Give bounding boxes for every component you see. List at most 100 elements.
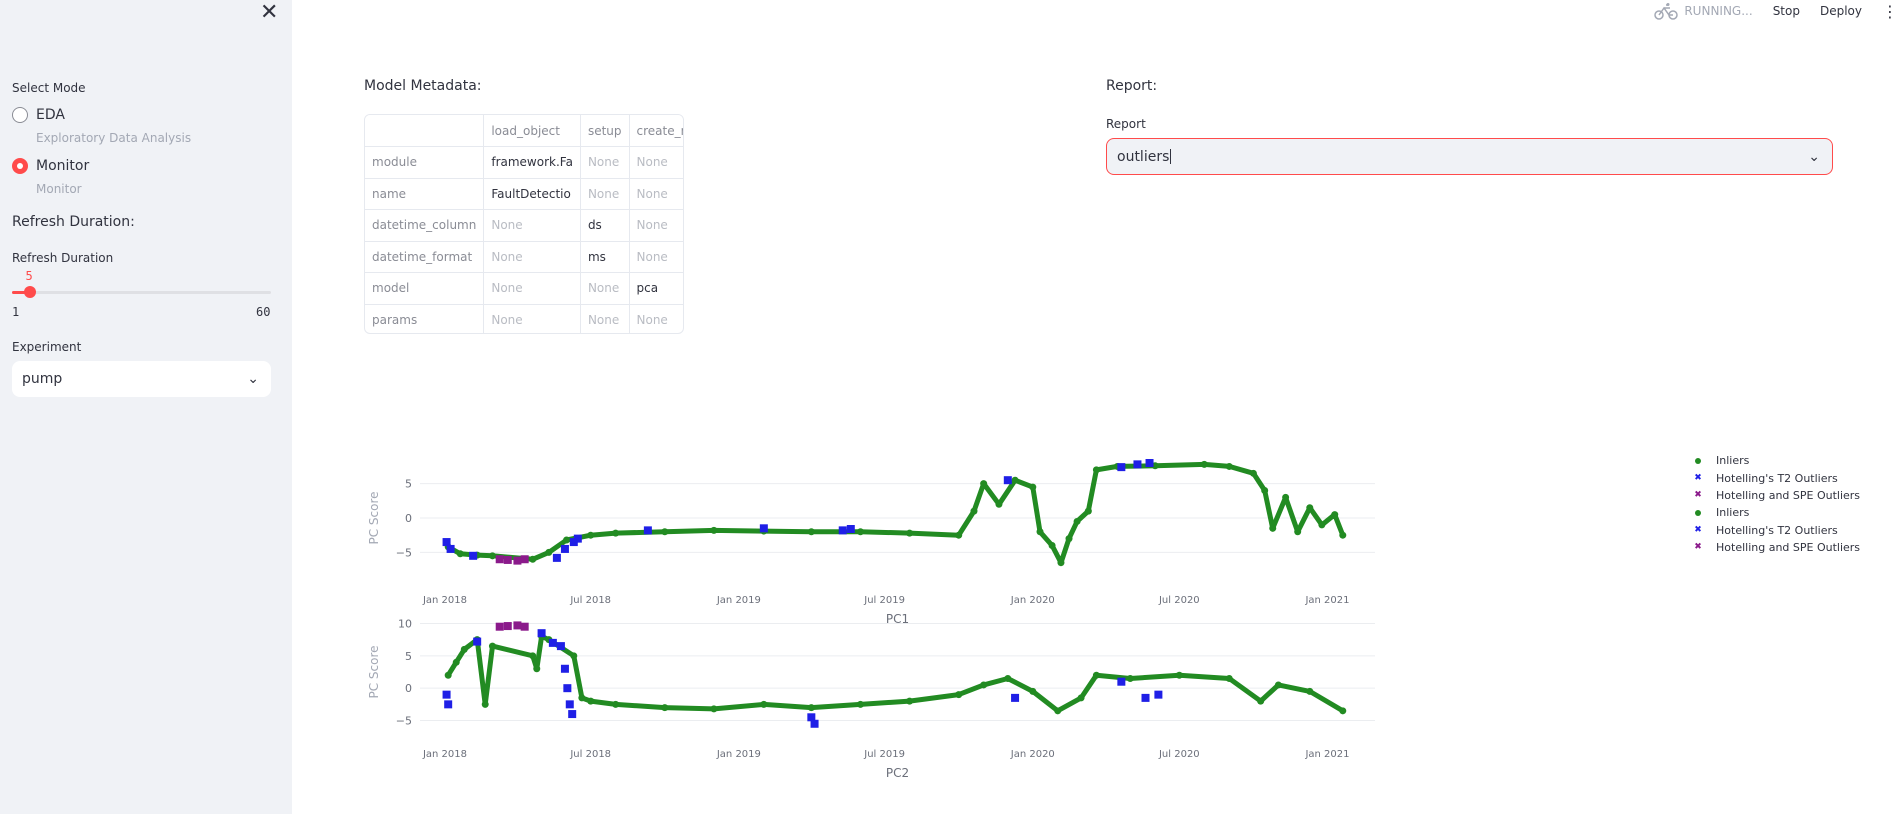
data-point [1249, 469, 1257, 477]
x-tick-label: Jul 2018 [569, 749, 611, 760]
data-point [1011, 693, 1020, 702]
data-point [807, 704, 815, 712]
data-point [573, 534, 582, 543]
data-point [710, 526, 718, 534]
legend-label: Inliers [1716, 506, 1750, 520]
metadata-row: module framework.Fa None None [365, 146, 683, 179]
refresh-slider-label: Refresh Duration [12, 251, 114, 265]
experiment-select[interactable]: pump ⌄ [12, 361, 271, 397]
y-tick-label: 5 [405, 478, 412, 491]
mode-option-monitor[interactable]: Monitor Monitor [12, 157, 89, 196]
legend-item[interactable]: Inliers [1686, 452, 1860, 469]
data-point [460, 645, 468, 653]
metadata-cell: None [483, 272, 581, 305]
metadata-title: Model Metadata: [364, 78, 482, 94]
metadata-row: name FaultDetectio None None [365, 178, 683, 210]
refresh-slider-max: 60 [256, 305, 271, 319]
metadata-cell: None [580, 178, 630, 210]
refresh-slider-track[interactable] [12, 291, 271, 294]
top-toolbar: RUNNING... Stop Deploy ⋮ [1654, 0, 1902, 22]
data-point [1274, 681, 1282, 689]
close-sidebar-icon[interactable]: ✕ [260, 0, 279, 25]
metadata-cell: None [483, 304, 581, 333]
x-tick-label: Jul 2020 [1158, 749, 1200, 760]
data-point [1054, 707, 1062, 715]
data-point [563, 684, 572, 693]
data-point [810, 719, 819, 728]
metadata-cell: ds [580, 209, 630, 242]
metadata-col-header[interactable]: setup [580, 115, 630, 147]
data-point [856, 528, 864, 536]
metadata-cell: framework.Fa [483, 146, 581, 179]
data-point [569, 538, 578, 547]
running-status-text: RUNNING... [1684, 4, 1753, 18]
data-point [1141, 693, 1150, 702]
data-point [906, 529, 914, 537]
refresh-slider-thumb[interactable] [23, 286, 36, 298]
metadata-row-header: name [365, 178, 485, 210]
mode-eda-caption: Exploratory Data Analysis [36, 131, 192, 145]
legend-label: Inliers [1716, 454, 1750, 468]
metadata-row-header: datetime_column [365, 209, 485, 242]
main-menu-icon[interactable]: ⋮ [1882, 1, 1898, 21]
data-point [552, 553, 561, 562]
legend-item[interactable]: ✖ Hotelling and SPE Outliers [1686, 487, 1860, 504]
legend-item[interactable]: ✖ Hotelling's T2 Outliers [1686, 522, 1860, 539]
legend-x-icon: ✖ [1694, 542, 1702, 553]
data-point [1306, 687, 1314, 695]
data-point [587, 697, 595, 705]
report-select[interactable]: outliers ⌄ [1106, 138, 1833, 175]
select-mode-label: Select Mode [12, 81, 86, 95]
radio-monitor[interactable] [12, 158, 28, 174]
data-point [442, 690, 451, 699]
y-tick-label: −5 [396, 715, 412, 728]
deploy-button[interactable]: Deploy [1819, 4, 1862, 18]
data-point [1175, 671, 1183, 679]
data-point [1029, 483, 1037, 491]
running-bicycle-icon [1654, 3, 1679, 20]
metadata-row: model None None pca [365, 272, 683, 305]
y-tick-label: 0 [405, 682, 412, 695]
data-point [807, 528, 815, 536]
data-point [442, 538, 451, 547]
data-point [1117, 463, 1126, 472]
y-tick-label: 0 [405, 512, 412, 525]
refresh-slider-value: 5 [25, 269, 33, 283]
pc-score-plot[interactable]: 5 0 −5 Jan 2018 Jul 2018 Jan 2019 Jul 2019 Jan … [360, 445, 1660, 785]
x-tick-label: Jul 2020 [1158, 595, 1200, 606]
metadata-cell: None [629, 209, 683, 242]
metadata-col-header[interactable]: create_model [629, 115, 683, 147]
x-tick-label: Jul 2018 [569, 595, 611, 606]
legend-item[interactable]: ✖ Hotelling's T2 Outliers [1686, 469, 1860, 486]
metadata-col-header[interactable] [365, 115, 485, 147]
data-point [1092, 671, 1100, 679]
y-tick-label: −5 [396, 546, 412, 559]
data-point [1145, 459, 1154, 467]
data-point [1077, 694, 1085, 702]
data-point [452, 658, 460, 666]
legend-dot-icon [1686, 509, 1710, 516]
legend-label: Hotelling and SPE Outliers [1716, 488, 1861, 502]
data-point [570, 652, 578, 660]
data-point [1269, 524, 1277, 532]
inliers-trace [445, 633, 1346, 714]
data-point [545, 548, 553, 556]
legend-item[interactable]: Inliers [1686, 504, 1860, 521]
legend-item[interactable]: ✖ Hotelling and SPE Outliers [1686, 539, 1860, 556]
data-point [444, 671, 452, 679]
stop-button[interactable]: Stop [1772, 4, 1800, 18]
data-point [661, 528, 669, 536]
mode-option-eda[interactable]: EDA Exploratory Data Analysis [12, 106, 191, 145]
data-point [1117, 677, 1126, 686]
x-tick-label: Jan 2021 [1304, 595, 1349, 606]
legend-label: Hotelling's T2 Outliers [1716, 471, 1838, 485]
legend-x-icon: ✖ [1694, 524, 1702, 535]
y-tick-label: 10 [398, 617, 412, 630]
metadata-col-header[interactable]: load_object [483, 115, 581, 147]
data-point [568, 710, 577, 719]
data-point [537, 629, 546, 638]
data-point [759, 524, 768, 533]
radio-eda[interactable] [12, 107, 28, 123]
data-point [488, 642, 496, 650]
